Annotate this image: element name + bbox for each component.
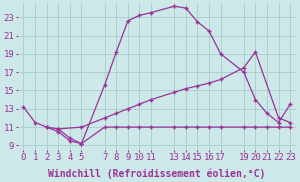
X-axis label: Windchill (Refroidissement éolien,°C): Windchill (Refroidissement éolien,°C) [48,168,266,179]
